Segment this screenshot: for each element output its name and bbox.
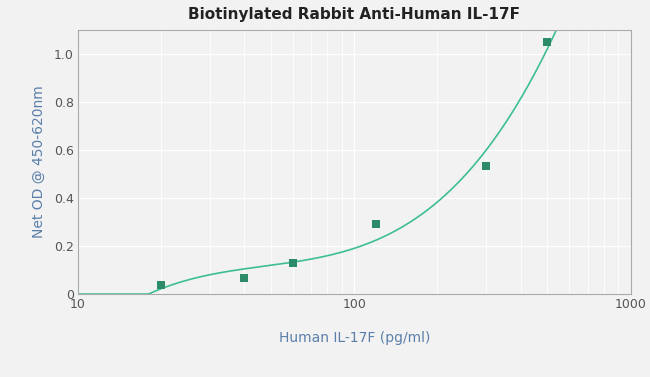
X-axis label: Human IL-17F (pg/ml): Human IL-17F (pg/ml) [279, 331, 430, 345]
Y-axis label: Net OD @ 450-620nm: Net OD @ 450-620nm [31, 86, 46, 239]
Title: Biotinylated Rabbit Anti-Human IL-17F: Biotinylated Rabbit Anti-Human IL-17F [188, 7, 520, 22]
